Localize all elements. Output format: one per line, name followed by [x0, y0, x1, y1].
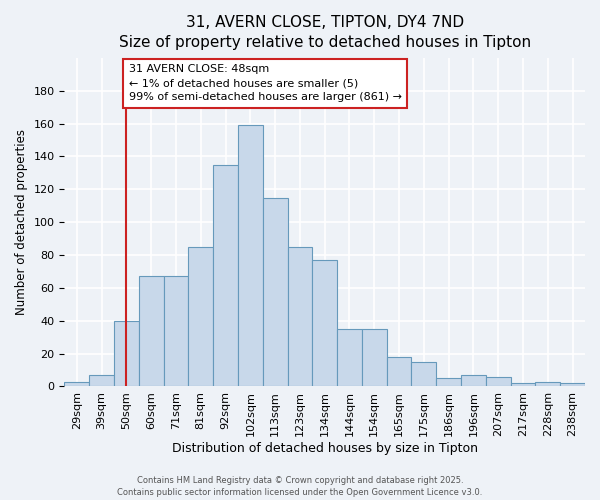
Bar: [164, 276, 188, 386]
Bar: [535, 382, 560, 386]
Text: Contains HM Land Registry data © Crown copyright and database right 2025.
Contai: Contains HM Land Registry data © Crown c…: [118, 476, 482, 497]
Bar: [560, 383, 585, 386]
Bar: [313, 260, 337, 386]
Bar: [511, 383, 535, 386]
Bar: [436, 378, 461, 386]
Bar: [238, 126, 263, 386]
X-axis label: Distribution of detached houses by size in Tipton: Distribution of detached houses by size …: [172, 442, 478, 455]
Bar: [213, 164, 238, 386]
Bar: [461, 375, 486, 386]
Bar: [263, 198, 287, 386]
Bar: [188, 247, 213, 386]
Bar: [114, 320, 139, 386]
Bar: [337, 329, 362, 386]
Title: 31, AVERN CLOSE, TIPTON, DY4 7ND
Size of property relative to detached houses in: 31, AVERN CLOSE, TIPTON, DY4 7ND Size of…: [119, 15, 531, 50]
Bar: [486, 376, 511, 386]
Bar: [287, 247, 313, 386]
Bar: [362, 329, 386, 386]
Bar: [386, 357, 412, 386]
Bar: [89, 375, 114, 386]
Bar: [412, 362, 436, 386]
Y-axis label: Number of detached properties: Number of detached properties: [15, 129, 28, 315]
Text: 31 AVERN CLOSE: 48sqm
← 1% of detached houses are smaller (5)
99% of semi-detach: 31 AVERN CLOSE: 48sqm ← 1% of detached h…: [129, 64, 402, 102]
Bar: [139, 276, 164, 386]
Bar: [64, 382, 89, 386]
